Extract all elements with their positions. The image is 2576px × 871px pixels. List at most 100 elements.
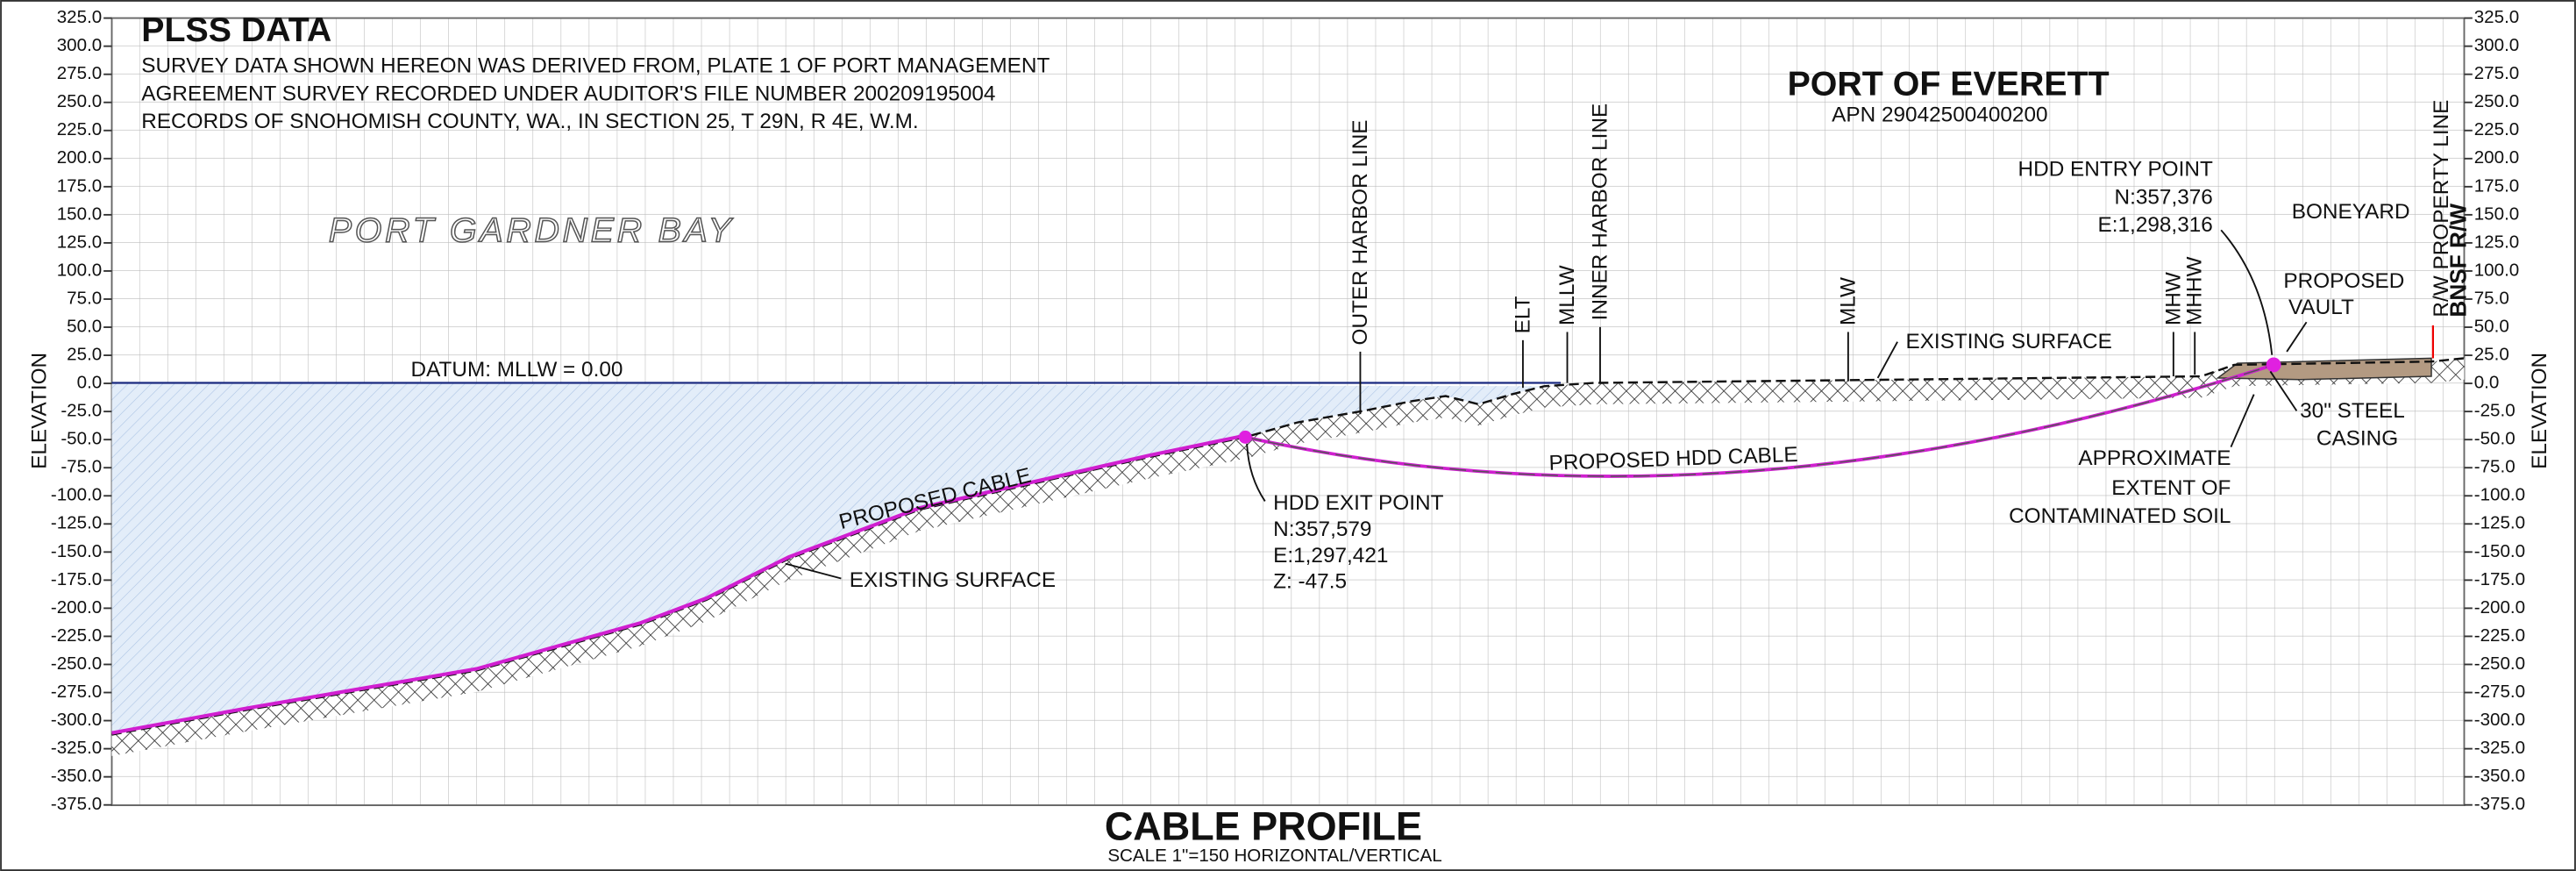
tick-label: 125.0: [57, 232, 103, 252]
tick-label: 75.0: [2474, 288, 2509, 308]
soil-label: APPROXIMATE: [2078, 446, 2231, 470]
tick-label: 50.0: [67, 316, 102, 336]
tick-label: -250.0: [51, 653, 102, 674]
tick-label: -200.0: [51, 597, 102, 618]
entry-label: E:1,298,316: [2098, 213, 2213, 237]
tick-label: -175.0: [51, 569, 102, 589]
tick-label: 175.0: [2474, 175, 2520, 196]
tick-label: 200.0: [2474, 147, 2520, 168]
tick-label: -375.0: [51, 794, 102, 814]
tick-label: -75.0: [60, 457, 102, 477]
tick-label: 250.0: [2474, 91, 2520, 111]
leader: [1246, 443, 1266, 502]
tick-label: 300.0: [2474, 35, 2520, 55]
tick-label: -125.0: [2474, 513, 2525, 533]
harbor-label: OUTER HARBOR LINE: [1348, 119, 1372, 345]
hdd-cable-dash: [1245, 364, 2274, 477]
tick-label: 175.0: [57, 175, 103, 196]
surface-label: EXISTING SURFACE: [850, 568, 1056, 592]
boneyard-label: BONEYARD: [2292, 200, 2410, 224]
plss-title: PLSS DATA: [141, 11, 331, 49]
plss-line: AGREEMENT SURVEY RECORDED UNDER AUDITOR'…: [141, 82, 995, 105]
tick-label: -25.0: [2474, 401, 2516, 421]
port-title: PORT OF EVERETT: [1788, 65, 2110, 104]
tick-label: -325.0: [51, 738, 102, 758]
soil-label: CONTAMINATED SOIL: [2009, 504, 2231, 528]
tick-label: 300.0: [57, 35, 103, 55]
tick-label: 150.0: [2474, 203, 2520, 224]
tick-label: -150.0: [51, 541, 102, 561]
leader: [2230, 394, 2255, 447]
exit-label: E:1,297,421: [1273, 544, 1388, 568]
tick-label: -275.0: [2474, 682, 2525, 702]
axis-title: ELEVATION: [28, 353, 52, 469]
entry-point: [2266, 357, 2281, 373]
tick-label: -100.0: [2474, 485, 2525, 505]
tick-label: 0.0: [2474, 373, 2500, 393]
tick-label: 275.0: [2474, 63, 2520, 83]
bay-label: PORT GARDNER BAY: [329, 211, 735, 249]
vault-label: PROPOSED: [2283, 269, 2404, 293]
tick-label: 25.0: [67, 345, 102, 365]
axis-ticks: 325.0 325.0 300.0 300.0 275.0 275.0 250.0 250.0…: [51, 7, 2525, 814]
tick-label: -325.0: [2474, 738, 2525, 758]
tick-label: 25.0: [2474, 345, 2509, 365]
tick-label: -350.0: [2474, 766, 2525, 786]
tick-label: -225.0: [2474, 625, 2525, 646]
tide-label: MHW: [2161, 272, 2185, 325]
datum-label: DATUM: MLLW = 0.00: [411, 358, 623, 382]
water: [111, 382, 1545, 735]
tick-label: -75.0: [2474, 457, 2516, 477]
soil-band: [111, 358, 2465, 756]
tick-label: -125.0: [51, 513, 102, 533]
exit-label: HDD EXIT POINT: [1273, 491, 1443, 515]
exit-point: [1238, 430, 1252, 444]
tick-label: -25.0: [60, 401, 102, 421]
proposed-cable: [111, 433, 1246, 735]
tick-label: -100.0: [51, 485, 102, 505]
tick-label: -150.0: [2474, 541, 2525, 561]
tick-label: -175.0: [2474, 569, 2525, 589]
vault-label: VAULT: [2288, 296, 2354, 319]
tick-label: 275.0: [57, 63, 103, 83]
tick-label: 75.0: [67, 288, 102, 308]
tick-label: 0.0: [77, 373, 103, 393]
leader: [2220, 229, 2274, 355]
tick-label: -50.0: [60, 429, 102, 449]
tick-label: -275.0: [51, 682, 102, 702]
tick-label: 325.0: [2474, 7, 2520, 27]
leader: [1876, 341, 1898, 379]
entry-label: HDD ENTRY POINT: [2018, 157, 2213, 181]
plss-line: RECORDS OF SNOHOMISH COUNTY, WA., IN SEC…: [141, 110, 918, 133]
casing-label: 30" STEEL: [2300, 399, 2405, 423]
soil-label: EXTENT OF: [2111, 476, 2231, 500]
entry-label: N:357,376: [2114, 185, 2212, 209]
leader: [2269, 370, 2298, 411]
tide-label: MLLW: [1555, 265, 1579, 325]
tick-label: -300.0: [51, 710, 102, 730]
tick-label: 325.0: [57, 7, 103, 27]
exit-label: Z: -47.5: [1273, 570, 1347, 594]
casing-label: CASING: [2316, 427, 2398, 451]
harbor-label: INNER HARBOR LINE: [1588, 104, 1612, 321]
tide-label: ELT: [1511, 296, 1534, 333]
tick-label: 200.0: [57, 147, 103, 168]
tide-label: MLW: [1836, 277, 1860, 325]
rw-label: R/W PROPERTY LINE: [2430, 100, 2453, 318]
tick-label: 225.0: [2474, 119, 2520, 139]
tick-label: -50.0: [2474, 429, 2516, 449]
tick-label: -350.0: [51, 766, 102, 786]
axis-title: ELEVATION: [2528, 353, 2551, 469]
tick-label: 100.0: [2474, 260, 2520, 280]
tick-label: 100.0: [57, 260, 103, 280]
tick-label: 150.0: [57, 203, 103, 224]
leader: [2286, 321, 2308, 353]
footer-scale: SCALE 1"=150 HORIZONTAL/VERTICAL: [1107, 846, 1441, 866]
tick-label: -375.0: [2474, 794, 2525, 814]
tick-label: -200.0: [2474, 597, 2525, 618]
tide-label: MHHW: [2183, 257, 2207, 325]
footer-title: CABLE PROFILE: [1105, 803, 1422, 848]
plss-line: SURVEY DATA SHOWN HEREON WAS DERIVED FRO…: [141, 54, 1050, 77]
